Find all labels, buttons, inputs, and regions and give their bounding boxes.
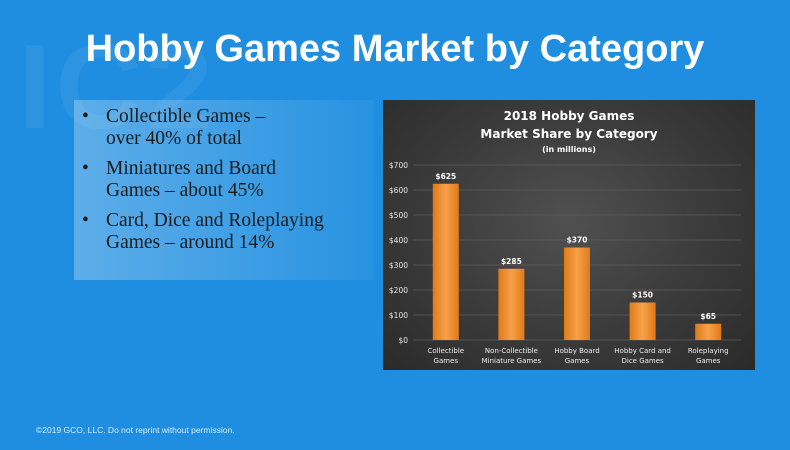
x-tick-label: Hobby Board [554,347,599,355]
bar [498,268,525,340]
chart-title: 2018 Hobby Games [504,109,635,123]
bar [564,247,590,340]
bar [695,323,722,340]
y-tick-label: $500 [389,211,408,220]
x-tick-label: Miniature Games [482,357,542,365]
y-tick-label: $0 [398,336,408,345]
x-tick-label: Games [434,357,459,365]
copyright-footer: ©2019 GCO, LLC. Do not reprint without p… [36,425,235,435]
chart-subtitle: (in millions) [542,145,596,154]
y-tick-label: $600 [389,186,408,195]
bullet-line: over 40% of total [106,128,242,149]
data-label: $150 [632,291,653,300]
x-tick-label: Roleplaying [688,347,729,355]
bullet-line: Collectible Games – [106,106,266,127]
data-label: $65 [700,312,716,321]
x-tick-label: Non-Collectible [485,347,538,355]
y-tick-label: $100 [389,311,408,320]
chart-title-line2: Market Share by Category [480,127,657,141]
bullet-line: Games – about 45% [106,180,264,201]
bullet-line: Card, Dice and Roleplaying [106,210,324,231]
chart-svg: 2018 Hobby Games Market Share by Category… [389,109,741,365]
y-tick-label: $400 [389,236,408,245]
bullet-item: Miniatures and Board Games – about 45% [82,158,374,202]
x-tick-label: Collectible [427,347,464,355]
slide-title: Hobby Games Market by Category [85,28,705,70]
x-tick-label: Dice Games [621,357,664,365]
y-tick-label: $300 [389,261,408,270]
bullet-line: Games – around 14% [106,232,275,253]
bar [432,183,459,340]
x-tick-label: Games [565,357,590,365]
data-label: $370 [567,236,588,245]
y-tick-label: $200 [389,286,408,295]
bullet-panel: Collectible Games – over 40% of total Mi… [74,100,374,280]
x-tick-label: Hobby Card and [614,347,671,355]
x-tick-label: Games [696,357,721,365]
bullet-line: Miniatures and Board [106,158,277,179]
data-label: $625 [435,172,456,181]
bar-chart: 2018 Hobby Games Market Share by Category… [383,100,755,370]
data-label: $285 [501,257,522,266]
y-tick-label: $700 [389,161,408,170]
bar [629,302,656,340]
bullet-item: Card, Dice and Roleplaying Games – aroun… [82,210,374,254]
bullet-item: Collectible Games – over 40% of total [82,106,374,150]
